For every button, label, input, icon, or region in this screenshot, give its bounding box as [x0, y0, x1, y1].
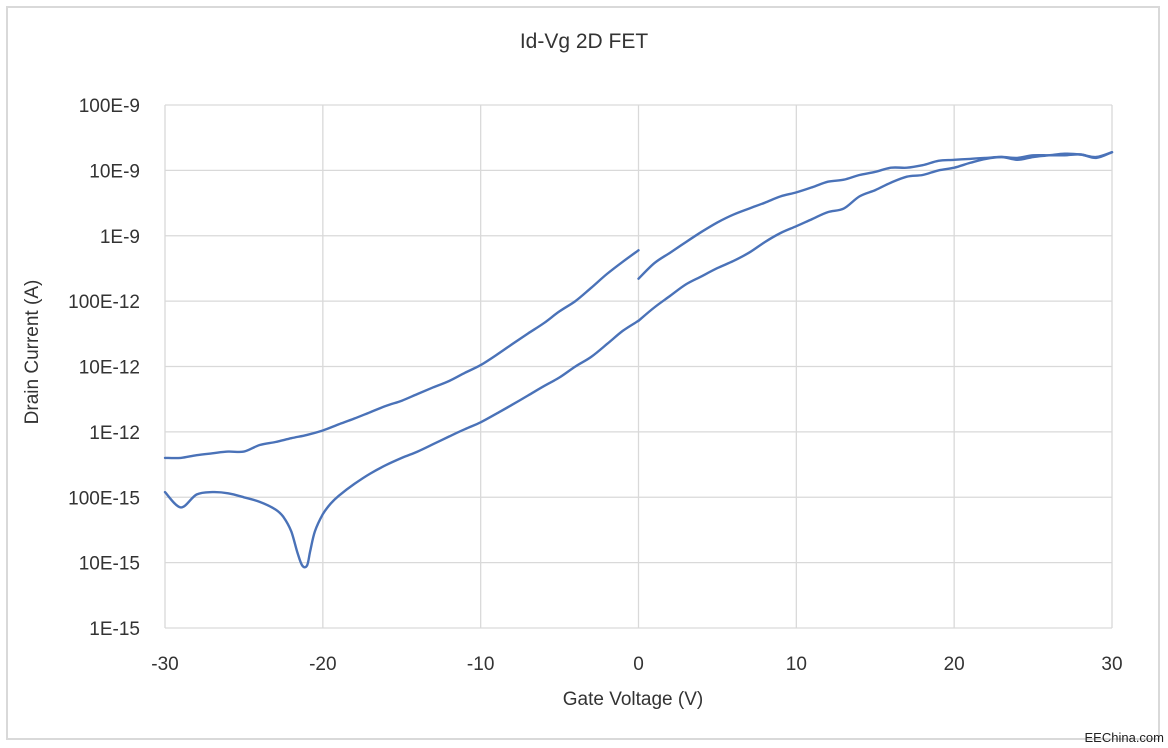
- x-tick-label: -10: [467, 654, 494, 675]
- y-tick-label: 1E-15: [89, 619, 140, 640]
- x-tick-label: 0: [633, 654, 644, 675]
- series-line-0: [163, 249, 640, 460]
- chart-title: Id-Vg 2D FET: [520, 30, 649, 53]
- series-line-3: [163, 319, 640, 569]
- series-line-2: [637, 151, 1114, 322]
- y-tick-label: 100E-12: [68, 292, 140, 313]
- y-tick-label: 10E-15: [79, 554, 140, 575]
- y-tick-labels: 1E-15 10E-15 100E-15 1E-12 10E-12 100E-12 1E-9…: [68, 96, 140, 640]
- x-axis-label: Gate Voltage (V): [563, 689, 703, 710]
- x-tick-labels: -30 -20 -10 0 10 20 30: [151, 654, 1122, 675]
- x-tick-label: 20: [944, 654, 965, 675]
- y-tick-label: 1E-12: [89, 423, 140, 444]
- watermark: EEChina.com: [1084, 730, 1164, 745]
- y-tick-label: 1E-9: [100, 227, 140, 248]
- x-tick-label: 30: [1101, 654, 1122, 675]
- y-tick-label: 10E-9: [89, 161, 140, 182]
- y-tick-label: 100E-15: [68, 488, 140, 509]
- series-line-1: [637, 151, 1114, 280]
- data-lines: [163, 151, 1114, 569]
- x-tick-label: -20: [309, 654, 336, 675]
- y-axis-label: Drain Current (A): [22, 280, 43, 425]
- gridlines: [164, 104, 1113, 629]
- y-tick-label: 100E-9: [79, 96, 140, 117]
- x-tick-label: 10: [786, 654, 807, 675]
- y-tick-label: 10E-12: [79, 358, 140, 379]
- x-tick-label: -30: [151, 654, 178, 675]
- chart-frame: [6, 6, 1160, 740]
